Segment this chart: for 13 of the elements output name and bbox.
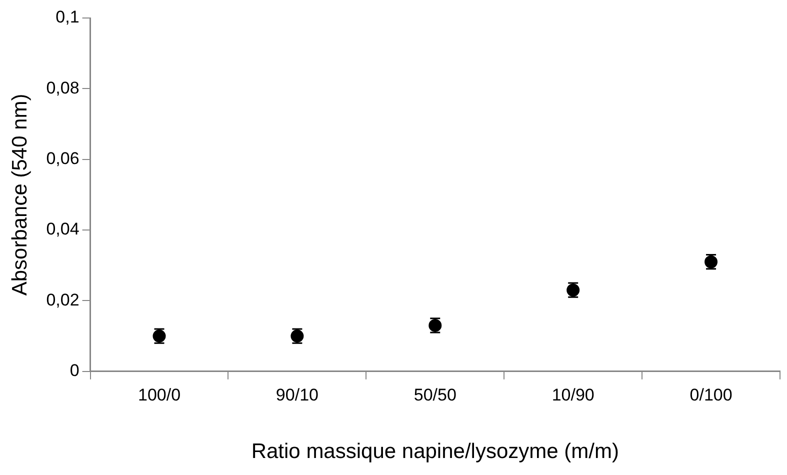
y-tick-label: 0,04 [46,220,80,239]
x-tick-label: 0/100 [690,385,732,404]
y-tick-label: 0,1 [56,8,80,27]
x-tick-label: 10/90 [552,385,594,404]
x-tick-label: 100/0 [138,385,181,404]
x-tick-label: 90/10 [276,385,318,404]
y-tick-label: 0,08 [46,78,80,98]
x-tick-label: 50/50 [414,385,456,404]
y-axis-title: Absorbance (540 nm) [8,94,32,296]
y-tick-label: 0,02 [46,290,80,310]
y-tick-label: 0 [70,361,80,380]
y-tick-label: 0,06 [46,149,80,168]
x-axis-title: Ratio massique napine/lysozyme (m/m) [251,440,619,464]
